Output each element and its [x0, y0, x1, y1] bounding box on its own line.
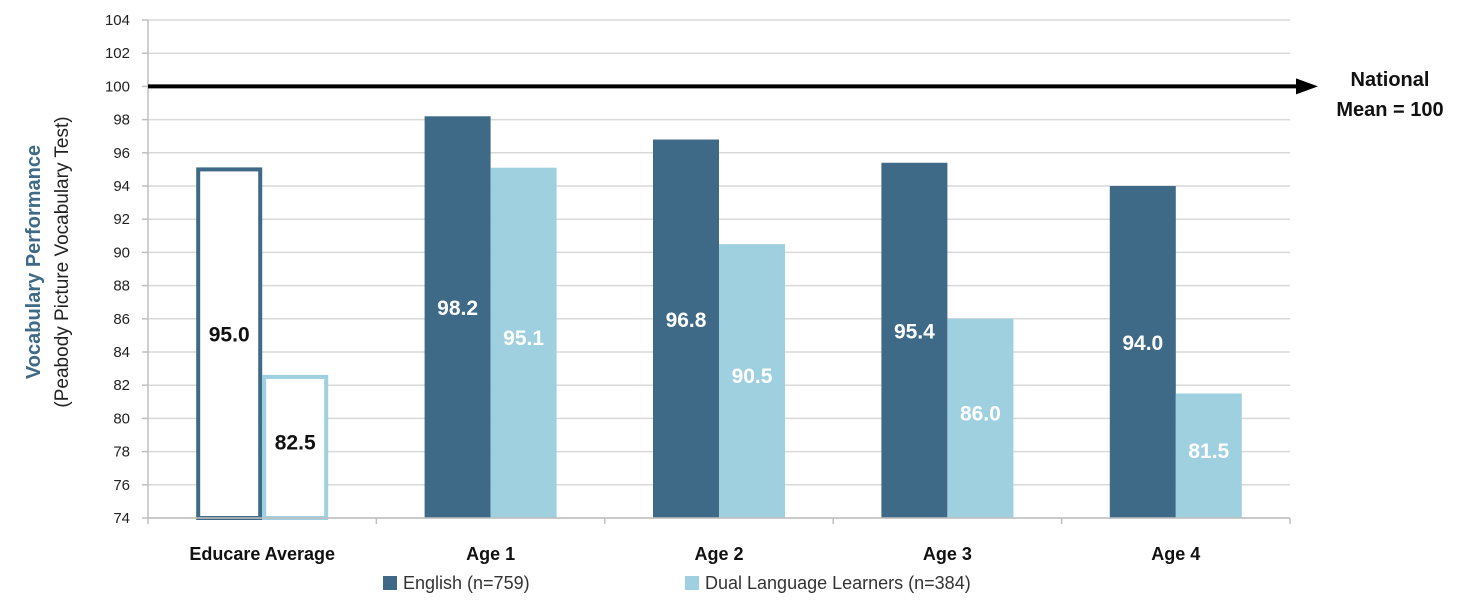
- data-label-dll-0: 82.5: [275, 431, 316, 454]
- x-tick-label-1: Age 1: [466, 544, 515, 564]
- x-tick-label-4: Age 4: [1151, 544, 1200, 564]
- y-tick-label-90: 90: [113, 244, 130, 261]
- bar-english-3: [881, 162, 948, 518]
- y-tick-label-82: 82: [113, 377, 130, 394]
- y-tick-label-74: 74: [113, 510, 130, 527]
- y-axis-title-main: Vocabulary Performance: [23, 145, 45, 379]
- data-label-english-4: 94.0: [1122, 332, 1163, 355]
- data-label-english-1: 98.2: [437, 297, 478, 320]
- y-axis-ticks: 74 76 78 80 82 84 86 88 90 92 94 96 98 100 102 104: [105, 12, 149, 527]
- y-tick-label-88: 88: [113, 278, 130, 295]
- bar-english-0: [196, 167, 263, 520]
- reference-arrowhead: [1296, 78, 1318, 95]
- y-tick-label-94: 94: [113, 178, 130, 195]
- bar-dll-2: [719, 244, 785, 518]
- y-tick-label-96: 96: [113, 145, 130, 162]
- national-mean-reference: National Mean = 100: [148, 69, 1444, 121]
- x-tick-label-0: Educare Average: [189, 544, 335, 564]
- bar-dll-4: [1175, 393, 1242, 518]
- legend-label-dll: Dual Language Learners (n=384): [705, 573, 971, 593]
- bar-english-2: [653, 139, 719, 518]
- data-label-english-3: 95.4: [894, 320, 935, 343]
- bars: [196, 116, 1242, 520]
- y-tick-label-80: 80: [113, 410, 130, 427]
- reference-label-line1: National: [1351, 69, 1430, 91]
- y-tick-label-104: 104: [105, 12, 130, 29]
- bar-english-1: [424, 116, 491, 518]
- bar-dll-3: [947, 318, 1014, 518]
- data-labels: 95.0 82.5 98.2 95.1 96.8 90.5 95.4 86.0 94.0 81.5: [209, 297, 1230, 463]
- y-axis-title-sub: (Peabody Picture Vocabulary Test): [52, 116, 73, 407]
- y-tick-label-92: 92: [113, 211, 130, 228]
- data-label-dll-4: 81.5: [1188, 440, 1229, 463]
- y-axis-title: Vocabulary Performance (Peabody Picture V…: [23, 116, 73, 407]
- bar-dll-1: [490, 167, 557, 519]
- legend-swatch-english: [383, 576, 397, 590]
- legend-swatch-dll: [685, 576, 699, 590]
- data-label-english-0: 95.0: [209, 324, 250, 347]
- y-tick-label-86: 86: [113, 311, 130, 328]
- data-label-dll-3: 86.0: [960, 402, 1001, 425]
- x-tick-label-3: Age 3: [923, 544, 972, 564]
- y-tick-label-78: 78: [113, 444, 130, 461]
- y-tick-label-98: 98: [113, 112, 130, 129]
- data-label-dll-2: 90.5: [732, 365, 773, 388]
- x-tick-label-2: Age 2: [694, 544, 743, 564]
- x-axis-ticks: Educare Average Age 1 Age 2 Age 3 Age 4: [147, 517, 1291, 564]
- y-tick-label-100: 100: [105, 78, 130, 95]
- y-tick-label-76: 76: [113, 477, 130, 494]
- reference-label-line2: Mean = 100: [1336, 99, 1443, 121]
- legend: English (n=759) Dual Language Learners (n…: [383, 573, 971, 593]
- bar-dll-0: [262, 374, 329, 520]
- data-label-dll-1: 95.1: [503, 327, 544, 350]
- bar-english-4: [1109, 186, 1176, 518]
- data-label-english-2: 96.8: [666, 309, 707, 332]
- legend-label-english: English (n=759): [403, 573, 530, 593]
- y-tick-label-102: 102: [105, 45, 130, 62]
- y-tick-label-84: 84: [113, 344, 130, 361]
